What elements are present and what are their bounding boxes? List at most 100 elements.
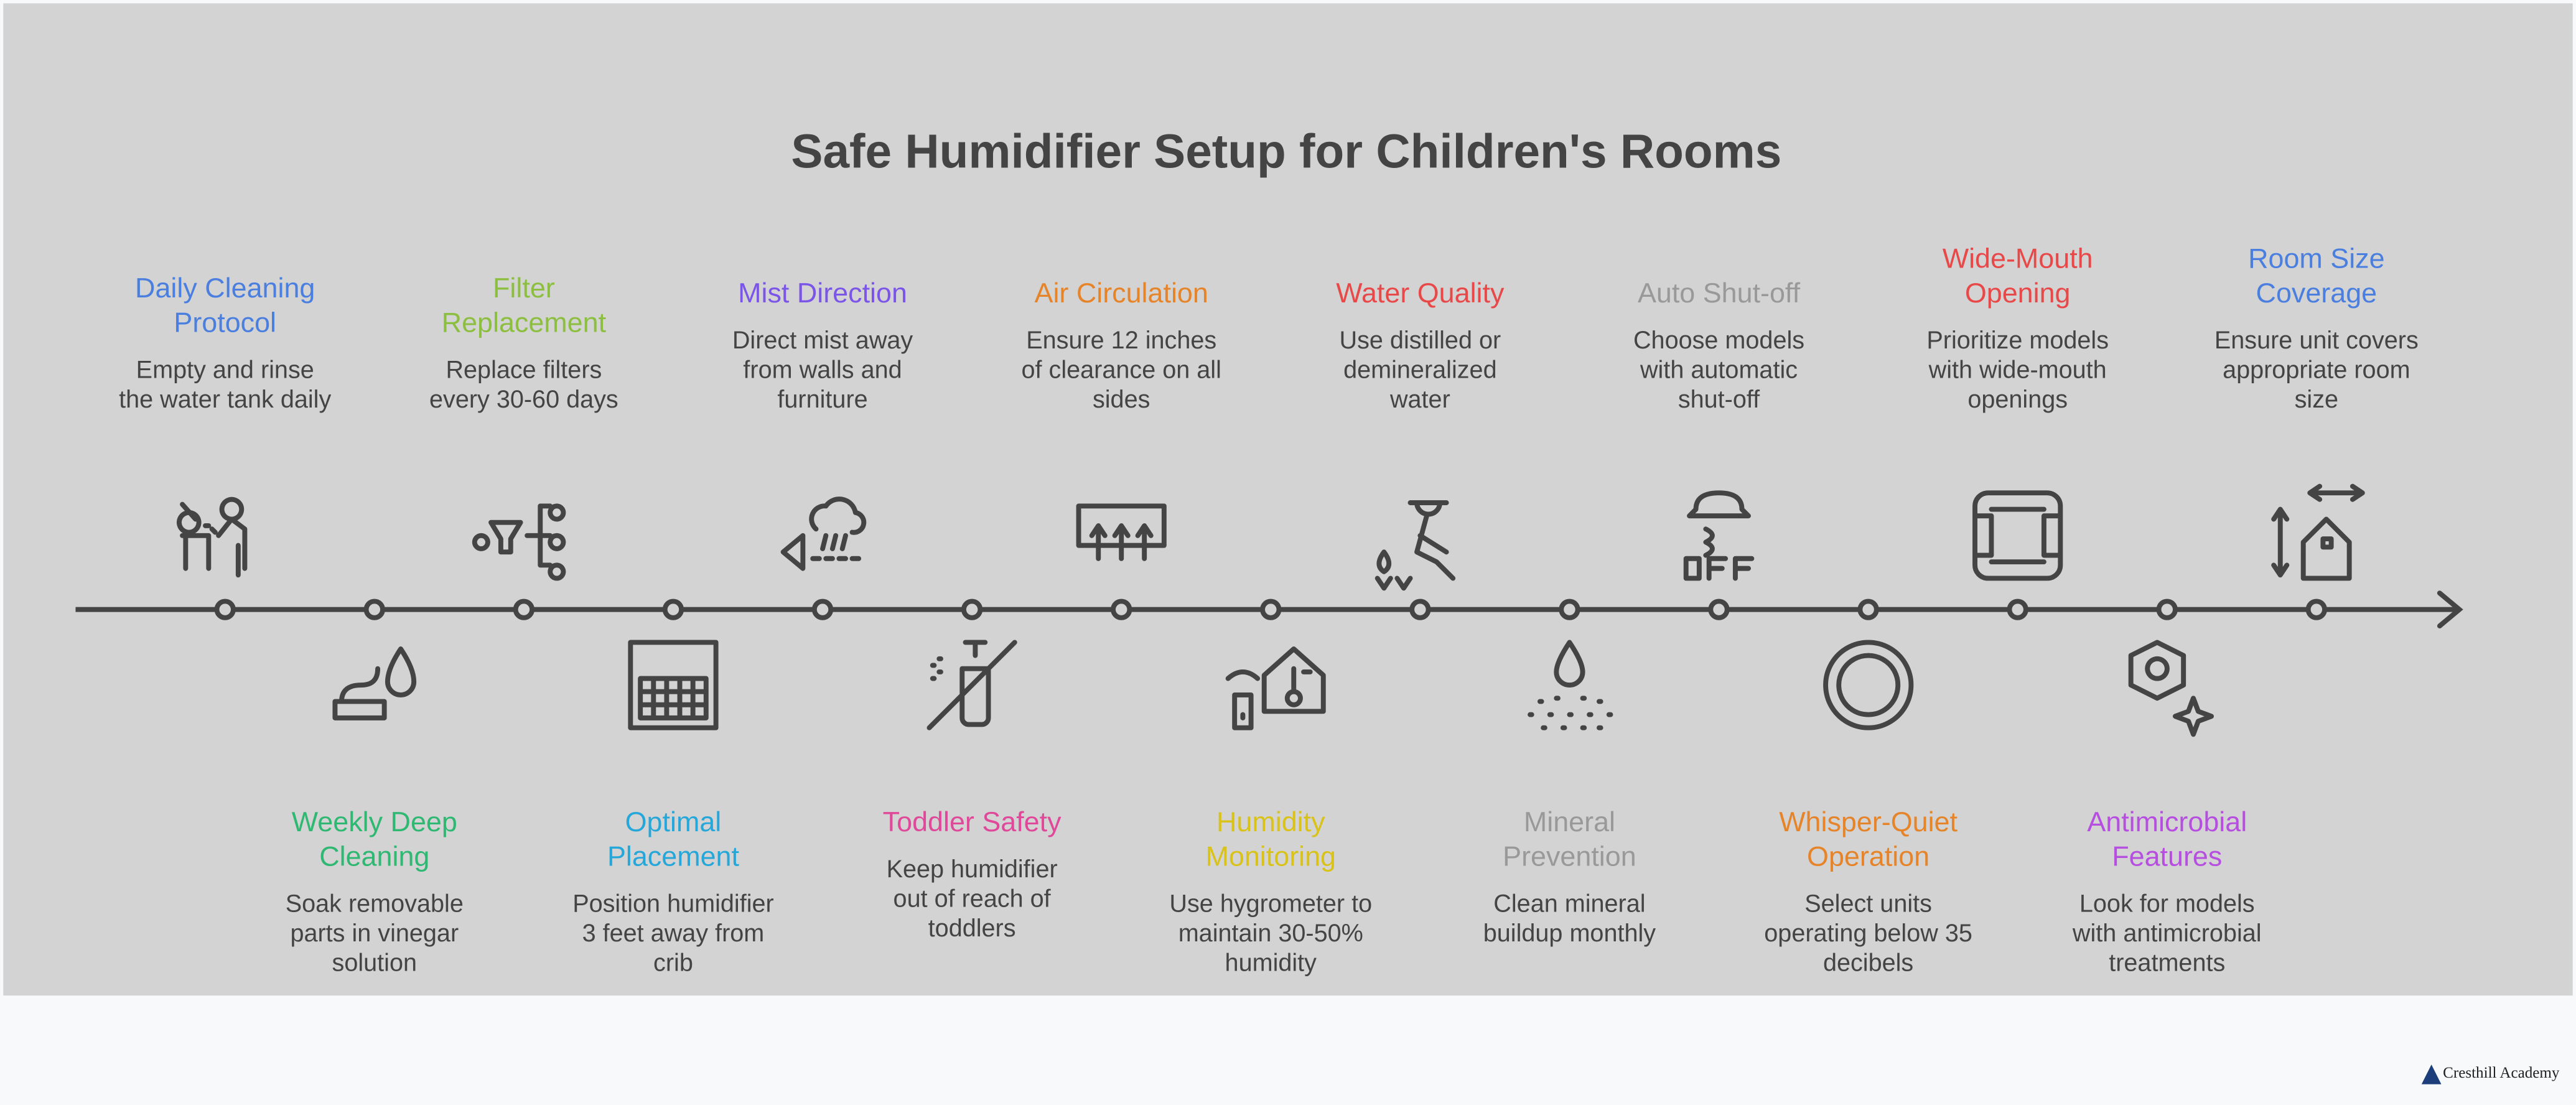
item-description: Ensure unit covers: [2214, 327, 2419, 354]
item-description: openings: [1967, 386, 2068, 413]
item-description: demineralized: [1343, 356, 1496, 383]
icon: [2271, 483, 2365, 581]
item-description: decibels: [1823, 949, 1913, 976]
icon: [1823, 640, 1914, 730]
item-description: furniture: [777, 386, 867, 413]
item-description: from walls and: [743, 356, 902, 383]
title: Safe Humidifier Setup for Children's Roo…: [791, 125, 1781, 178]
icon: [177, 497, 248, 578]
item-description: Ensure 12 inches: [1026, 327, 1216, 354]
timeline-dot: [1409, 599, 1431, 620]
timeline-dot: [961, 599, 983, 620]
icon: [780, 497, 867, 571]
item-title: Opening: [1965, 277, 2071, 309]
item-description: buildup monthly: [1483, 920, 1656, 947]
item-title: Water Quality: [1336, 277, 1505, 309]
item-description: Direct mist away: [732, 327, 913, 354]
item-title: Placement: [607, 841, 740, 872]
item-title: Antimicrobial: [2087, 806, 2247, 837]
timeline-arrow: [2437, 590, 2463, 628]
item-title: Protocol: [174, 306, 276, 338]
item-title: Humidity: [1216, 806, 1325, 837]
logo-icon: [2421, 1064, 2442, 1084]
item-description: Keep humidifier: [887, 856, 1058, 883]
item-title: Cleaning: [319, 841, 429, 872]
item-description: with automatic: [1640, 356, 1798, 383]
icon: [332, 646, 417, 720]
item-description: Use hygrometer to: [1169, 890, 1372, 917]
item-title: Mineral: [1524, 806, 1615, 837]
item-description: Position humidifier: [572, 890, 774, 917]
item-description: Replace filters: [446, 356, 602, 383]
item-title: Auto Shut-off: [1638, 277, 1801, 309]
item-description: Clean mineral: [1493, 890, 1645, 917]
item-description: shut-off: [1678, 386, 1760, 413]
item-title: Coverage: [2256, 277, 2378, 309]
icon: [1683, 490, 1755, 581]
timeline-dot: [214, 599, 236, 620]
item-title: Weekly Deep: [292, 806, 457, 837]
timeline-dot: [1559, 599, 1580, 620]
item-title: Optimal: [625, 806, 722, 837]
item-description: solution: [332, 949, 417, 976]
item-title: Monitoring: [1206, 841, 1337, 872]
item-title: Daily Cleaning: [135, 272, 315, 304]
item-description: maintain 30-50%: [1178, 920, 1363, 947]
item-description: 3 feet away from: [582, 920, 765, 947]
item-description: every 30-60 days: [429, 386, 618, 413]
item-description: out of reach of: [894, 885, 1052, 913]
item-description: Prioritize models: [1926, 327, 2109, 354]
item-description: water: [1389, 386, 1450, 413]
icon: [2128, 640, 2214, 737]
item-title: Whisper-Quiet: [1779, 806, 1958, 837]
timeline-dot: [2305, 599, 2327, 620]
footer-brand: Cresthill Academy: [2443, 1065, 2560, 1081]
item-title: Features: [2112, 841, 2222, 872]
timeline-dot: [662, 599, 684, 620]
timeline-dot: [513, 599, 535, 620]
item-title: Filter: [493, 272, 555, 304]
item-description: toddlers: [928, 915, 1016, 942]
item-description: Choose models: [1633, 327, 1804, 354]
item-title: Mist Direction: [738, 277, 907, 309]
item-title: Wide-Mouth: [1943, 242, 2093, 274]
icon: [1076, 503, 1167, 561]
timeline-dot: [1111, 599, 1132, 620]
item-description: Soak removable: [286, 890, 464, 917]
item-description: parts in vinegar: [290, 920, 459, 947]
icon: [628, 640, 719, 730]
item-title: Air Circulation: [1035, 277, 1208, 309]
item-description: size: [2295, 386, 2338, 413]
panel: [3, 3, 2573, 996]
icon: [1225, 646, 1326, 730]
item-description: treatments: [2109, 949, 2225, 976]
icon: [1374, 500, 1456, 591]
timeline-dot: [363, 599, 385, 620]
timeline-dot: [811, 599, 834, 620]
item-title: Toddler Safety: [883, 806, 1062, 837]
item-description: sides: [1093, 386, 1150, 413]
item-title: Operation: [1807, 841, 1930, 872]
timeline-dot: [1708, 599, 1730, 620]
timeline-dot: [2156, 599, 2178, 620]
item-description: crib: [653, 949, 693, 976]
item-description: operating below 35: [1764, 920, 1972, 947]
item-description: with antimicrobial: [2072, 920, 2262, 947]
item-title: Replacement: [442, 306, 607, 338]
item-title: Room Size: [2248, 242, 2384, 274]
item-description: Look for models: [2079, 890, 2255, 917]
item-description: appropriate room: [2223, 356, 2410, 383]
item-description: Use distilled or: [1340, 327, 1501, 354]
item-description: the water tank daily: [119, 386, 331, 413]
item-description: with wide-mouth: [1928, 356, 2107, 383]
timeline-dot: [1260, 599, 1282, 620]
icon: [472, 503, 566, 581]
item-title: Prevention: [1503, 841, 1636, 872]
item-description: humidity: [1225, 949, 1317, 976]
icon: [1528, 640, 1613, 730]
icon: [1972, 490, 2063, 581]
timeline-dot: [2007, 599, 2028, 620]
item-description: Select units: [1804, 890, 1932, 917]
